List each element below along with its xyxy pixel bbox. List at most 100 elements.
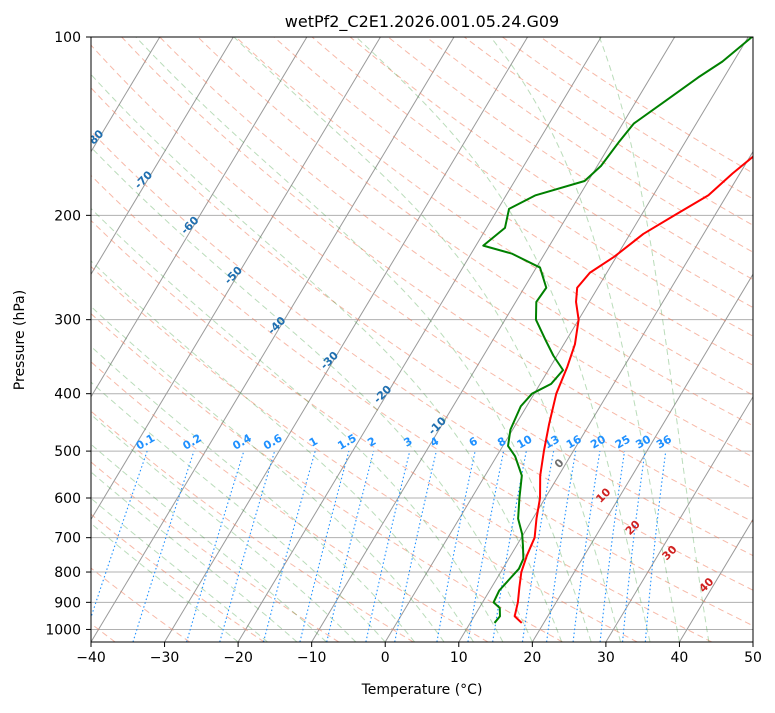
mixing-ratio-label: 0.4	[230, 431, 254, 452]
moist-adiabat-line	[233, 37, 622, 642]
dry-adiabat-line	[91, 361, 489, 642]
y-tick-label: 400	[54, 387, 81, 403]
isotherm-line	[91, 37, 381, 521]
isotherm-label: -70	[132, 168, 155, 191]
moist-adiabat-line	[355, 37, 651, 642]
isotherm-line	[237, 37, 602, 642]
dry-adiabat-line	[91, 461, 340, 642]
x-tick-label: 40	[671, 650, 689, 666]
x-tick-label: 0	[381, 650, 390, 666]
dry-adiabat-line	[91, 130, 753, 591]
y-axis-label: Pressure (hPa)	[12, 290, 28, 390]
x-tick-label: −40	[76, 650, 106, 666]
mixing-ratio-label: 20	[588, 432, 608, 451]
dry-adiabat-line	[425, 37, 753, 253]
x-tick-label: −20	[223, 650, 253, 666]
isotherm-label: -90	[34, 86, 57, 109]
moist-adiabat-line	[91, 146, 533, 642]
isotherm-label: -20	[371, 383, 394, 406]
isotherm-label: -80	[83, 127, 106, 150]
plot-frame	[90, 36, 754, 643]
isotherm-label: -50	[222, 264, 245, 287]
y-tick-label: 800	[54, 565, 81, 581]
y-tick-label: 700	[54, 531, 81, 547]
mixing-ratio-label: 0.1	[134, 432, 157, 453]
dry-adiabat-line	[159, 37, 753, 458]
moist-adiabat-label: 30	[660, 543, 680, 563]
dry-adiabat-line	[311, 37, 753, 337]
moist-adiabat-line	[135, 37, 592, 642]
mixing-ratio-line	[521, 451, 555, 642]
background-lines: 0.1 0.2 0.4 0.6 1 1.5 2 3 4 6 8 10 13 16 20 25 30 36-100-…	[0, 37, 753, 642]
dry-adiabat-line	[197, 37, 753, 427]
dry-adiabat-line	[91, 513, 265, 642]
mixing-ratio-line	[326, 450, 375, 642]
mixing-ratio-line	[572, 451, 601, 642]
moist-adiabat-line	[91, 345, 416, 642]
y-tick-label: 1000	[45, 622, 81, 638]
chart-title: wetPf2_C2E1.2026.001.05.24.G09	[285, 12, 559, 32]
isotherm-line	[91, 37, 455, 642]
mixing-ratio-label: 2	[365, 435, 378, 450]
mixing-ratio-line	[622, 451, 646, 642]
moist-adiabat-line	[91, 413, 357, 642]
isotherm-line	[91, 37, 161, 153]
y-tick-label: 500	[54, 444, 81, 460]
isotherm-line	[0, 37, 13, 642]
axis-ticks: −40 −30 −20 −10 0 10 20 30 40 5010020030040050060…	[45, 30, 762, 666]
mixing-ratio-line	[394, 450, 437, 642]
temperature-profile-line	[513, 155, 753, 624]
dry-adiabat-line	[91, 174, 753, 627]
isotherm-label: -30	[318, 349, 341, 372]
isotherm-line	[605, 395, 753, 642]
dry-adiabat-line	[387, 37, 753, 281]
dry-adiabat-line	[235, 37, 753, 396]
dry-adiabat-line	[91, 219, 713, 642]
moist-adiabat-label: 20	[623, 517, 643, 537]
isotherm-line	[91, 37, 234, 276]
mixing-ratio-line	[365, 450, 411, 642]
x-tick-label: 50	[744, 650, 762, 666]
y-tick-label: 100	[54, 30, 81, 46]
dry-adiabat-line	[91, 312, 563, 642]
mixing-ratio-label: 0.2	[180, 432, 203, 453]
moist-adiabat-line	[91, 73, 563, 642]
x-tick-label: −30	[150, 650, 180, 666]
y-tick-label: 900	[54, 595, 81, 611]
mixing-ratio-label: 36	[654, 432, 674, 451]
x-tick-label: 30	[597, 650, 615, 666]
isotherm-line	[531, 273, 753, 642]
dry-adiabat-line	[91, 265, 638, 642]
moist-adiabat-line	[91, 305, 445, 642]
isotherm-line	[679, 518, 753, 642]
mixing-ratio-label: 25	[613, 433, 633, 452]
isotherm-line	[384, 37, 749, 642]
mixing-ratio-label: 16	[564, 432, 584, 451]
isotherm-label: -40	[265, 314, 288, 337]
x-tick-label: 10	[450, 650, 468, 666]
y-tick-label: 300	[54, 313, 81, 329]
mixing-ratio-line	[262, 450, 316, 642]
moist-adiabat-line	[91, 207, 504, 642]
mixing-ratio-line	[219, 450, 276, 642]
moist-adiabat-line	[490, 37, 680, 642]
mixing-ratio-line	[186, 450, 245, 642]
mixing-ratio-line	[299, 450, 350, 642]
mixing-ratio-label: 30	[633, 432, 653, 451]
isotherm-line	[91, 37, 308, 398]
moist-adiabat-line	[91, 522, 239, 642]
dry-adiabat-line	[349, 37, 753, 309]
isotherm-label: -60	[178, 214, 201, 237]
moist-adiabat-label: 10	[593, 485, 613, 505]
moist-adiabat-line	[91, 381, 386, 642]
y-tick-label: 600	[54, 491, 81, 507]
dry-adiabat-line	[273, 37, 753, 366]
mixing-ratio-label: 1	[307, 435, 320, 450]
dry-adiabat-line	[91, 410, 414, 642]
moist-adiabat-line	[91, 443, 327, 642]
isotherm-line	[752, 641, 753, 642]
mixing-ratio-label: 10	[515, 432, 535, 451]
mixing-ratio-line	[599, 451, 626, 642]
isotherm-line	[164, 37, 528, 642]
moist-adiabat-line	[91, 260, 474, 642]
